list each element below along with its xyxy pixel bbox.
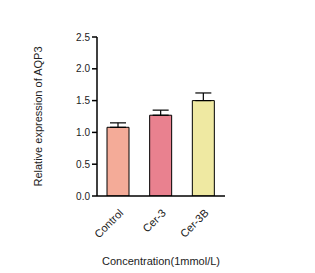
svg-text:1.5: 1.5 (76, 95, 90, 106)
svg-text:2.0: 2.0 (76, 63, 90, 74)
svg-text:Concentration(1mmol/L): Concentration(1mmol/L) (102, 255, 220, 267)
svg-text:0.5: 0.5 (76, 159, 90, 170)
svg-text:0.0: 0.0 (76, 191, 90, 202)
svg-text:1.0: 1.0 (76, 127, 90, 138)
svg-text:Relative expression of AQP3: Relative expression of AQP3 (32, 46, 44, 186)
svg-text:Cer-3: Cer-3 (140, 207, 168, 235)
svg-text:2.5: 2.5 (76, 32, 90, 43)
svg-text:Cer-3B: Cer-3B (178, 207, 211, 240)
svg-text:Control: Control (92, 207, 126, 241)
